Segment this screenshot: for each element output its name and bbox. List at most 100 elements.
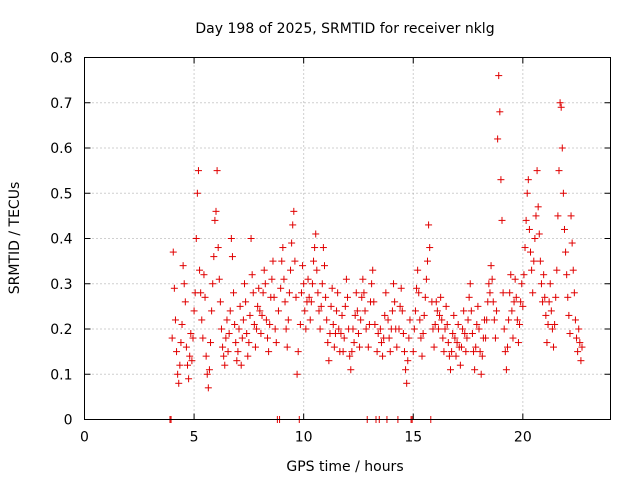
data-point (553, 266, 561, 274)
data-point (494, 135, 502, 143)
data-point (542, 311, 550, 319)
data-point (304, 275, 312, 283)
data-point (180, 280, 188, 288)
data-point (310, 257, 318, 265)
data-point (471, 366, 479, 374)
data-point (418, 352, 426, 360)
data-point (360, 289, 368, 297)
data-point (440, 348, 448, 356)
data-point (358, 293, 366, 301)
data-point (246, 311, 254, 319)
data-point (290, 207, 298, 215)
data-point (199, 334, 207, 342)
data-point (452, 352, 460, 360)
data-point (506, 289, 514, 297)
data-point (280, 275, 288, 283)
data-point (194, 167, 202, 175)
data-point (281, 298, 289, 306)
data-point (293, 370, 301, 378)
data-point (220, 352, 228, 360)
data-point (524, 176, 532, 184)
data-point (529, 289, 537, 297)
data-point (328, 284, 336, 292)
x-tick-label: 10 (295, 430, 313, 446)
data-point (566, 330, 574, 338)
data-point (217, 325, 225, 333)
data-point (523, 189, 531, 197)
data-point (339, 348, 347, 356)
data-point (386, 348, 394, 356)
data-point (537, 280, 545, 288)
y-tick-label: 0.5 (50, 186, 72, 202)
data-point (434, 325, 442, 333)
data-point (576, 339, 584, 347)
data-point (574, 348, 582, 356)
data-point (203, 370, 211, 378)
data-point (465, 293, 473, 301)
data-point (368, 280, 376, 288)
data-point (227, 235, 235, 242)
data-point (170, 284, 178, 292)
data-point (393, 343, 401, 351)
data-point (282, 325, 290, 333)
data-point (382, 289, 390, 297)
data-point (323, 316, 331, 324)
data-point (265, 348, 273, 356)
data-point (450, 311, 458, 319)
data-point (411, 307, 419, 315)
data-point (377, 339, 385, 347)
data-point (176, 361, 184, 369)
data-point (557, 103, 565, 111)
y-tick-label: 0.4 (50, 232, 72, 248)
data-point (397, 284, 405, 292)
data-point (560, 225, 568, 233)
data-point (186, 352, 194, 360)
data-point (232, 339, 240, 347)
data-point (521, 244, 529, 252)
data-point (237, 361, 245, 369)
data-point (457, 343, 465, 351)
data-point (362, 325, 370, 333)
data-point (456, 361, 464, 369)
data-point (404, 357, 412, 365)
data-point (416, 316, 424, 324)
data-point (517, 298, 525, 306)
data-point (238, 334, 246, 342)
data-point (454, 320, 462, 328)
data-point (264, 334, 272, 342)
data-point (562, 248, 570, 256)
data-point (207, 339, 215, 347)
data-point (348, 348, 356, 356)
data-point (239, 316, 247, 324)
data-point (405, 334, 413, 342)
data-point (311, 244, 319, 252)
data-point (439, 334, 447, 342)
data-point (198, 316, 206, 324)
data-point (400, 348, 408, 356)
data-point (278, 257, 286, 265)
data-point (498, 216, 506, 224)
data-point (575, 325, 583, 333)
data-point (406, 316, 414, 324)
data-point (173, 348, 181, 356)
data-point (540, 271, 548, 279)
data-point (210, 253, 218, 261)
data-point (319, 244, 327, 252)
data-point (346, 352, 354, 360)
data-point (385, 334, 393, 342)
data-point (578, 343, 586, 351)
data-point (518, 280, 526, 288)
data-point (546, 280, 554, 288)
data-point (291, 257, 299, 265)
data-point (426, 244, 434, 252)
data-point (533, 167, 541, 175)
data-point (503, 343, 511, 351)
data-point (259, 289, 267, 297)
data-point (299, 262, 307, 270)
data-point (354, 330, 362, 338)
data-point (531, 235, 539, 242)
data-point (314, 289, 322, 297)
data-point (477, 370, 485, 378)
data-point (425, 221, 433, 229)
data-points (166, 72, 586, 423)
